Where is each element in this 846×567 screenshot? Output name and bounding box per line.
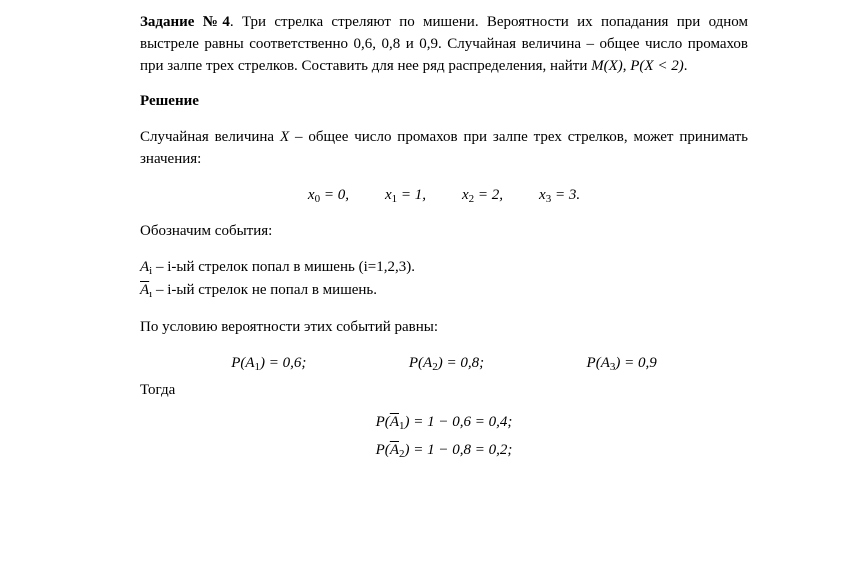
x1-eq: = 1,: [397, 187, 426, 203]
task-label: Задание №4: [140, 14, 230, 30]
probs-label: По условию вероятности этих событий равн…: [140, 317, 748, 339]
pb1: P(A1) = 1 − 0,6 = 0,4;: [140, 412, 748, 435]
event-a: Ai – i-ый стрелок попал в мишень (i=1,2,…: [140, 257, 748, 280]
val-x3: x3 = 3.: [539, 185, 580, 208]
x2-eq: = 2,: [474, 187, 503, 203]
pb2: P(A2) = 1 − 0,8 = 0,2;: [140, 440, 748, 463]
pb2-a: P(: [376, 442, 390, 458]
event-abar-sym: A: [140, 282, 149, 298]
x3-sym: x: [539, 187, 546, 203]
x0-eq: = 0,: [320, 187, 349, 203]
val-x0: x0 = 0,: [308, 185, 349, 208]
pb2-b: ) = 1 − 0,8 = 0,2;: [404, 442, 512, 458]
task-end: .: [684, 58, 688, 74]
p-a3-v: ) = 0,9: [615, 355, 656, 371]
task-dot: .: [230, 14, 242, 30]
p-a1-v: ) = 0,6;: [260, 355, 306, 371]
p-a3: P(A3) = 0,9: [587, 353, 657, 376]
task-px: P(X < 2): [630, 58, 683, 74]
event-a-sym: A: [140, 259, 149, 275]
p-a1-p: P(A: [231, 355, 254, 371]
pb1-sym: A: [390, 414, 399, 430]
rv-intro-a: Случайная величина: [140, 129, 280, 145]
x0-sym: x: [308, 187, 315, 203]
pb2-sym: A: [390, 442, 399, 458]
val-x1: x1 = 1,: [385, 185, 426, 208]
pb1-a: P(: [376, 414, 390, 430]
rv-intro-x: X: [280, 129, 289, 145]
p-a2-p: P(A: [409, 355, 432, 371]
rv-intro: Случайная величина X – общее число прома…: [140, 127, 748, 171]
p-a2-v: ) = 0,8;: [438, 355, 484, 371]
event-abar-text: – i-ый стрелок не попал в мишень.: [152, 282, 377, 298]
val-x2: x2 = 2,: [462, 185, 503, 208]
solution-heading: Решение: [140, 91, 748, 113]
prob-row: P(A1) = 0,6; P(A2) = 0,8; P(A3) = 0,9: [140, 353, 748, 376]
p-a1: P(A1) = 0,6;: [231, 353, 306, 376]
task-mx: M(X): [591, 58, 623, 74]
event-a-text: – i-ый стрелок попал в мишень (i=1,2,3).: [152, 259, 415, 275]
pb1-b: ) = 1 − 0,6 = 0,4;: [404, 414, 512, 430]
x2-sym: x: [462, 187, 469, 203]
event-abar: Aı – i-ый стрелок не попал в мишень.: [140, 280, 748, 303]
x3-eq: = 3.: [551, 187, 580, 203]
p-a2: P(A2) = 0,8;: [409, 353, 484, 376]
value-row: x0 = 0, x1 = 1, x2 = 2, x3 = 3.: [140, 185, 748, 208]
events-label: Обозначим события:: [140, 221, 748, 243]
x1-sym: x: [385, 187, 392, 203]
then-label: Тогда: [140, 380, 748, 402]
task-paragraph: Задание №4. Три стрелка стреляют по мише…: [140, 12, 748, 77]
p-a3-p: P(A: [587, 355, 610, 371]
